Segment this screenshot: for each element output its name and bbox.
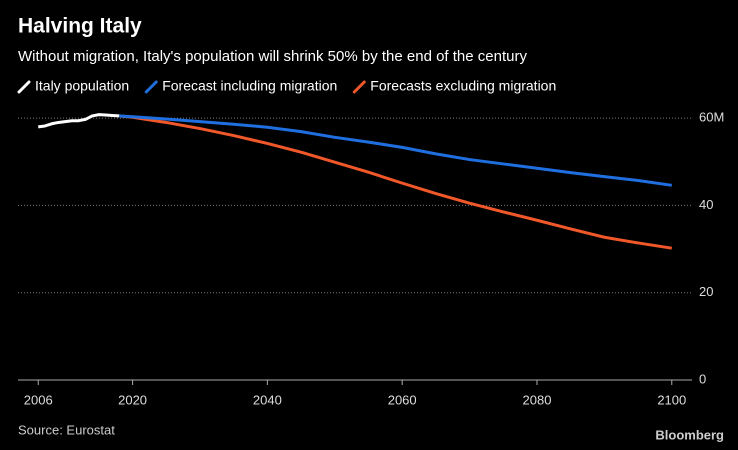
chart-title: Halving Italy <box>18 15 142 38</box>
y-tick-label: 60M <box>699 110 724 125</box>
y-tick-label: 0 <box>699 371 706 386</box>
brand: Bloomberg <box>655 427 724 442</box>
series-line <box>118 114 673 250</box>
legend-swatch <box>17 80 31 94</box>
x-tick-label: 2060 <box>388 392 417 407</box>
legend-swatch <box>352 80 366 94</box>
legend-swatch <box>144 80 158 94</box>
legend-label: Italy population <box>35 78 129 94</box>
chart-subtitle: Without migration, Italy's population wi… <box>18 48 527 65</box>
y-tick-label: 40 <box>699 197 713 212</box>
x-tick-label: 2100 <box>657 392 686 407</box>
x-tick-label: 2080 <box>523 392 552 407</box>
x-tick-label: 2020 <box>118 392 147 407</box>
series-line <box>38 113 120 129</box>
x-tick-label: 2040 <box>253 392 282 407</box>
source: Source: Eurostat <box>18 422 115 437</box>
y-tick-label: 20 <box>699 284 713 299</box>
legend-label: Forecast including migration <box>162 78 337 94</box>
legend-label: Forecasts excluding migration <box>370 78 556 94</box>
series-line <box>119 114 672 187</box>
x-tick-label: 2006 <box>24 392 53 407</box>
